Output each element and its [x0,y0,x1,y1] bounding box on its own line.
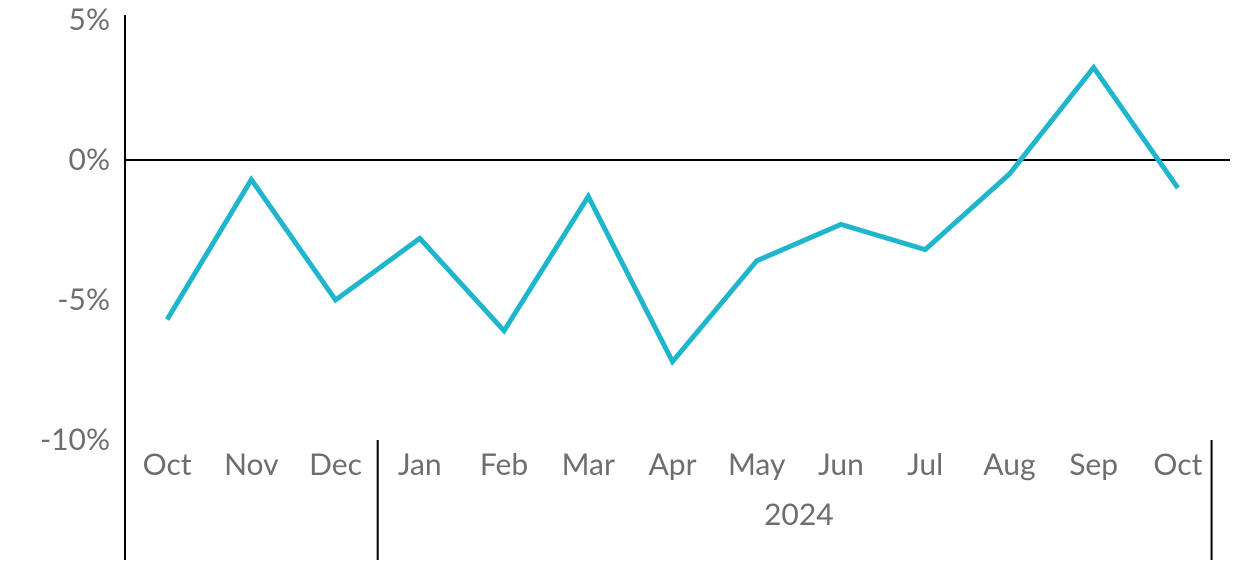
x-tick-label: Oct [143,446,192,482]
x-tick-label: Oct [1153,446,1202,482]
y-tick-label: 5% [69,1,110,37]
x-tick-label: Jul [907,446,943,482]
x-tick-label: Jun [818,446,864,482]
x-tick-label: Feb [480,446,528,482]
x-tick-label: Apr [649,446,697,482]
x-tick-label: Aug [983,446,1035,482]
y-tick-label: -10% [40,421,110,457]
y-tick-label: -5% [57,281,110,317]
x-tick-label: Sep [1069,446,1118,482]
x-tick-label: Nov [224,446,279,482]
x-year-label: 2024 [764,496,834,532]
x-tick-label: Dec [309,446,362,482]
x-tick-label: Jan [398,446,442,482]
y-tick-label: 0% [69,141,110,177]
x-tick-label: May [728,446,786,482]
chart-svg: 5% 0% -5% -10% Oct Nov Dec Jan Feb Mar Apr May Jun Ju… [0,0,1243,581]
x-tick-label: Mar [562,446,615,482]
line-chart: 5% 0% -5% -10% Oct Nov Dec Jan Feb Mar Apr May Jun Ju… [0,0,1243,581]
